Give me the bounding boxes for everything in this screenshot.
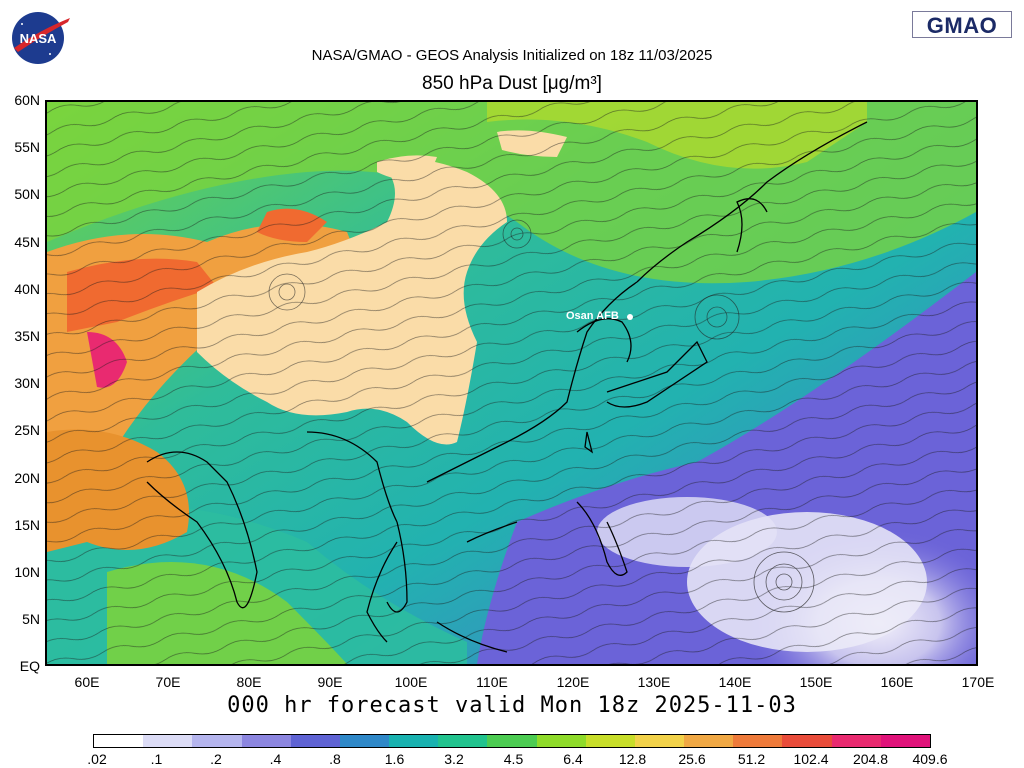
colorbar-label: .2: [210, 751, 222, 767]
colorbar-label: 12.8: [618, 751, 647, 767]
colorbar-label: 3.2: [444, 751, 464, 767]
colorbar-segment: [782, 735, 832, 747]
colorbar-segment: [290, 735, 340, 747]
latitude-label: 55N: [14, 139, 40, 156]
colorbar-segment: [684, 735, 734, 747]
colorbar-label: .1: [150, 751, 163, 767]
colorbar-segment: [585, 735, 635, 747]
colorbar-segment: [733, 735, 783, 747]
nasa-logo-text: NASA: [20, 31, 57, 46]
colorbar-label: 204.8: [852, 751, 889, 767]
longitude-label: 80E: [236, 674, 262, 690]
latitude-label: 40N: [14, 280, 40, 297]
latitude-label: 5N: [22, 611, 40, 628]
longitude-label: 120E: [556, 674, 590, 690]
colorbar-label: .02: [87, 751, 107, 767]
colorbar-segment: [536, 735, 586, 747]
colorbar-label: 25.6: [678, 751, 706, 767]
longitude-label: 160E: [880, 674, 914, 690]
longitude-label: 150E: [799, 674, 833, 690]
colorbar-segment: [487, 735, 537, 747]
dust-map: Osan AFB: [45, 100, 978, 666]
colorbar-segment: [94, 735, 144, 747]
nasa-logo: NASA: [10, 10, 72, 66]
coastlines: [146, 121, 868, 653]
longitude-label: 110E: [476, 674, 508, 690]
colorbar-segment: [389, 735, 439, 747]
latitude-label: 15N: [14, 516, 40, 533]
colorbar-label: 4.5: [503, 751, 524, 767]
colorbar-segment: [192, 735, 242, 747]
latitude-label: 50N: [14, 186, 40, 203]
latitude-label: 25N: [14, 422, 40, 439]
station-marker-osan-afb: Osan AFB: [566, 310, 633, 322]
longitude-label: 140E: [718, 674, 752, 690]
latitude-label: 20N: [14, 469, 40, 486]
longitude-label: 100E: [394, 674, 428, 690]
colorbar-label: 51.2: [737, 751, 766, 767]
colorbar-segment: [880, 735, 930, 747]
latitude-label: 35N: [14, 328, 40, 344]
northern-vortex: [268, 219, 740, 340]
colorbar-segment: [241, 735, 291, 747]
longitude-label: 60E: [74, 674, 100, 690]
latitude-label: EQ: [19, 658, 40, 675]
longitude-label: 130E: [637, 674, 671, 690]
latitude-label: 60N: [14, 92, 40, 108]
colorbar-label: 6.4: [563, 751, 583, 767]
longitude-label: 70E: [155, 674, 181, 690]
colorbar-segment: [634, 735, 685, 747]
station-label: Osan AFB: [566, 310, 619, 322]
colorbar-segment: [831, 735, 881, 747]
colorbar-segment: [143, 735, 193, 747]
title-line-1: NASA/GMAO - GEOS Analysis Initialized on…: [311, 47, 713, 64]
gmao-logo: GMAO: [912, 11, 1012, 38]
colorbar-segment: [438, 735, 488, 747]
tropical-vortex: [753, 551, 815, 613]
latitude-label: 30N: [14, 375, 40, 392]
colorbar-segment: [339, 735, 390, 747]
colorbar-label: .8: [329, 751, 341, 767]
longitude-label: 90E: [317, 674, 343, 690]
forecast-valid-text: 000 hr forecast valid Mon 18z 2025-11-03: [227, 693, 797, 718]
colorbar-label: 102.4: [793, 751, 829, 767]
wind-streamlines: [47, 102, 976, 664]
colorbar-label: 1.6: [384, 751, 405, 767]
latitude-label: 45N: [14, 233, 40, 250]
colorbar-label: .4: [269, 751, 282, 767]
latitude-label: 10N: [14, 564, 40, 580]
colorbar-label: 409.6: [912, 751, 948, 767]
title-line-2: 850 hPa Dust [μg/m³]: [422, 73, 602, 94]
colorbar: [93, 734, 931, 748]
longitude-label: 170E: [961, 674, 995, 690]
